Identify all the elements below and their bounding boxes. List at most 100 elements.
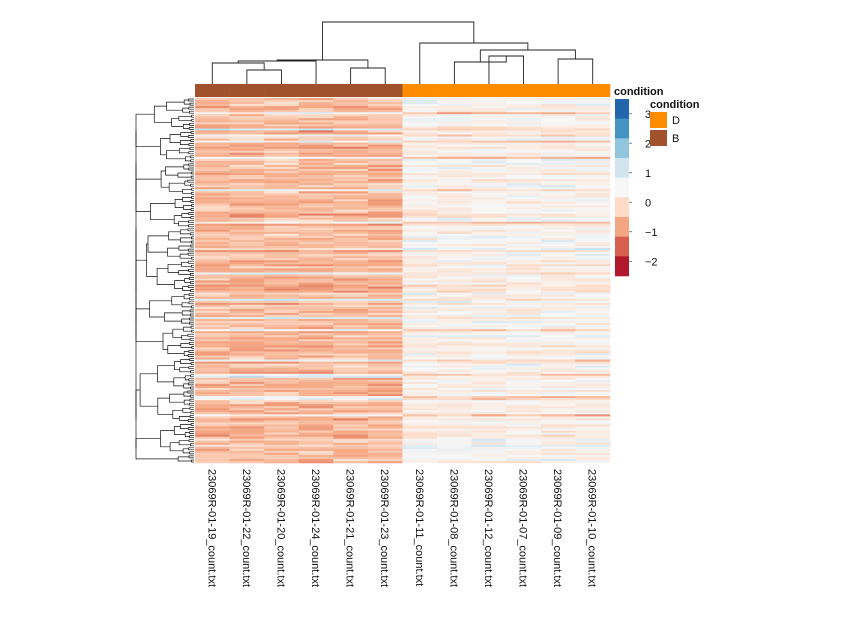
heatmap-cell xyxy=(575,160,611,164)
heatmap-cell xyxy=(298,434,334,437)
heatmap-cell xyxy=(540,146,576,149)
heatmap-cell xyxy=(506,235,542,239)
heatmap-cell xyxy=(437,341,472,344)
heatmap-cell xyxy=(195,357,230,360)
heatmap-cell xyxy=(506,250,542,253)
dendrogram-link xyxy=(173,426,186,435)
heatmap-cell xyxy=(506,118,542,121)
heatmap-cell xyxy=(367,254,403,257)
heatmap-cell xyxy=(367,406,403,409)
heatmap-cell xyxy=(333,298,369,302)
dendrogram-link xyxy=(187,354,194,357)
heatmap-cell xyxy=(437,278,472,281)
heatmap-cell xyxy=(367,183,403,186)
dendrogram-link xyxy=(166,101,185,111)
heatmap-cell xyxy=(333,394,369,397)
heatmap-cell xyxy=(540,108,576,111)
heatmap-cell xyxy=(540,306,576,310)
heatmap-cell xyxy=(333,381,369,385)
heatmap-cell xyxy=(471,140,507,143)
heatmap-cell xyxy=(195,347,230,350)
heatmap-cell xyxy=(506,175,542,178)
heatmap-cell xyxy=(437,160,472,164)
heatmap-cell xyxy=(506,359,542,362)
heatmap-cell xyxy=(195,298,230,302)
heatmap-cell xyxy=(195,231,230,235)
heatmap-cell xyxy=(367,349,403,352)
heatmap-cell xyxy=(229,132,265,135)
heatmap-cell xyxy=(471,367,507,371)
heatmap-cell xyxy=(402,300,438,304)
dendrogram-link xyxy=(190,159,194,163)
heatmap-cell xyxy=(333,377,369,381)
heatmap-cell xyxy=(195,282,230,285)
heatmap-cell xyxy=(575,235,611,239)
heatmap-cell xyxy=(367,140,403,143)
heatmap-cell xyxy=(264,379,300,383)
heatmap-cell xyxy=(229,288,265,291)
heatmap-cell xyxy=(540,134,576,137)
heatmap-cell xyxy=(298,250,334,253)
heatmap-cell xyxy=(540,428,576,431)
heatmap-cell xyxy=(471,106,507,109)
heatmap-cell xyxy=(298,319,334,322)
heatmap-cell xyxy=(575,140,611,143)
heatmap-cell xyxy=(229,156,265,160)
heatmap-cell xyxy=(298,118,334,121)
heatmap-cell xyxy=(367,390,403,393)
dendrogram-link xyxy=(188,439,194,443)
heatmap-cell xyxy=(229,116,265,119)
heatmap-cell xyxy=(333,112,369,115)
heatmap-cell xyxy=(540,160,576,164)
heatmap-cell xyxy=(367,262,403,265)
heatmap-cell xyxy=(333,333,369,336)
heatmap-cell xyxy=(229,341,265,344)
heatmap-cell xyxy=(506,410,542,413)
heatmap-cell xyxy=(506,152,542,156)
heatmap-cell xyxy=(506,189,542,192)
heatmap-cell xyxy=(367,164,403,168)
heatmap-cell xyxy=(298,454,334,458)
heatmap-cell xyxy=(437,146,472,149)
heatmap-cell xyxy=(333,189,369,192)
heatmap-cell xyxy=(506,408,542,411)
heatmap-cell xyxy=(540,422,576,425)
heatmap-cell xyxy=(575,219,611,222)
heatmap-cell xyxy=(506,440,542,444)
heatmap-cell xyxy=(506,116,542,119)
heatmap-cell xyxy=(229,369,265,373)
heatmap-cell xyxy=(540,400,576,403)
heatmap-cell xyxy=(229,173,265,176)
heatmap-cell xyxy=(540,136,576,139)
heatmap-cell xyxy=(298,248,334,251)
heatmap-cell xyxy=(333,310,369,314)
dendrogram-link xyxy=(181,318,190,324)
heatmap-cell xyxy=(367,398,403,401)
heatmap-cell xyxy=(229,294,265,298)
color-scale-swatch xyxy=(615,197,629,218)
heatmap-cell xyxy=(195,308,230,312)
heatmap-cell xyxy=(195,140,230,143)
heatmap-cell xyxy=(195,339,230,342)
heatmap-cell xyxy=(298,120,334,123)
heatmap-cell xyxy=(229,432,265,435)
heatmap-cell xyxy=(402,203,438,206)
heatmap-cell xyxy=(298,442,334,446)
heatmap-cell xyxy=(402,258,438,261)
heatmap-cell xyxy=(333,146,369,149)
heatmap-cell xyxy=(229,104,265,107)
heatmap-cell xyxy=(264,416,300,419)
heatmap-cell xyxy=(402,195,438,198)
heatmap-cell xyxy=(402,116,438,119)
heatmap-cell xyxy=(575,434,611,437)
heatmap-cell xyxy=(229,325,265,328)
heatmap-cell xyxy=(195,98,230,101)
heatmap-cell xyxy=(264,162,300,166)
heatmap-cell xyxy=(540,98,576,101)
heatmap-cell xyxy=(367,227,403,231)
heatmap-cell xyxy=(264,148,300,152)
heatmap-cell xyxy=(437,440,472,444)
heatmap-cell xyxy=(437,205,472,208)
heatmap-cell xyxy=(402,448,438,452)
heatmap-cell xyxy=(506,244,542,247)
